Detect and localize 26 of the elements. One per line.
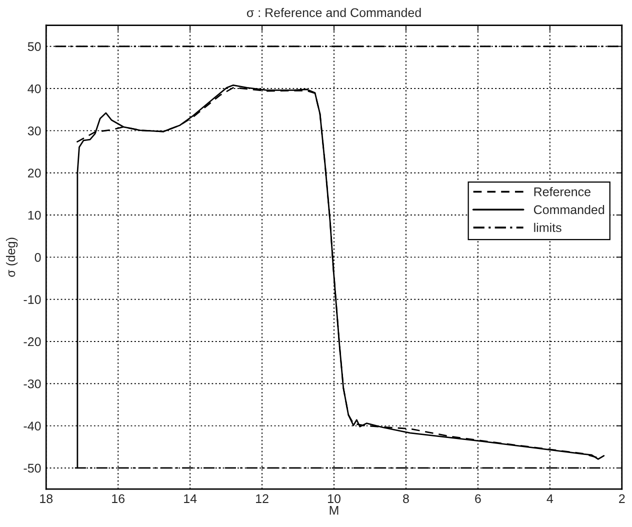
y-tick-label: -20 [24,337,41,346]
y-tick-label: 30 [28,126,41,136]
legend-label: limits [534,222,562,232]
x-tick-label: 4 [546,494,554,503]
y-axis-title: σ (deg) [6,238,18,277]
x-tick-label: 8 [403,494,409,504]
y-tick-label: 10 [28,210,41,220]
x-tick-label: 2 [619,494,625,503]
y-tick-label: -10 [24,295,41,304]
legend-label: Commanded [534,204,604,214]
y-tick-label: 40 [28,84,41,94]
x-tick-label: 14 [184,494,197,503]
x-tick-label: 6 [475,494,481,504]
x-tick-label: 18 [40,494,53,504]
y-tick-label: 50 [28,42,41,52]
y-tick-label: -40 [24,422,41,430]
y-tick-label: -30 [24,379,41,388]
y-tick-label: 0 [34,252,41,262]
legend-label: Reference [534,187,590,196]
y-tick-label: -50 [24,464,41,473]
x-tick-label: 10 [328,494,340,504]
y-tick-label: 20 [28,168,41,178]
chart-title: σ : Reference and Commanded [246,8,421,18]
x-tick-label: 12 [256,494,268,503]
x-axis-title: M [330,506,338,515]
x-tick-label: 16 [112,494,125,504]
